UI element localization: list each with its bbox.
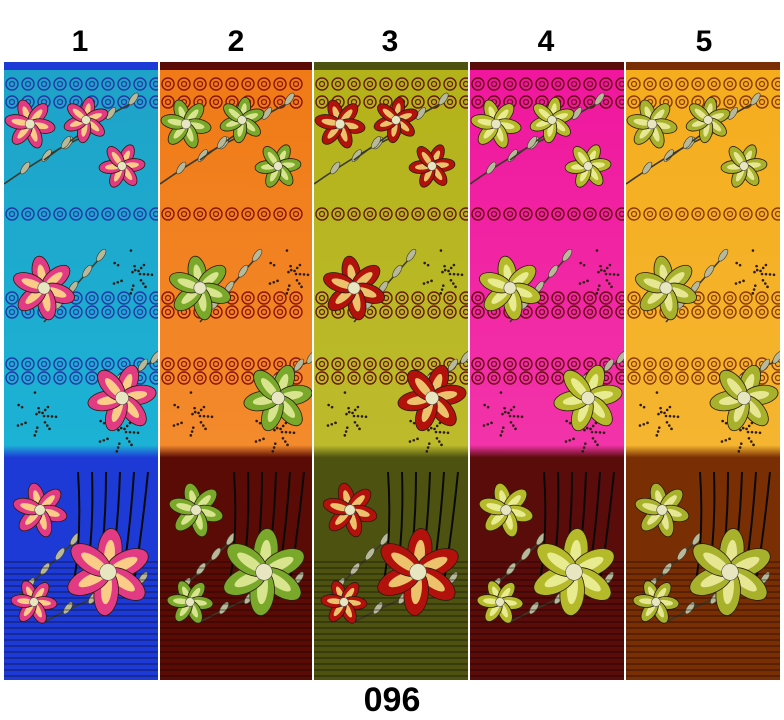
fabric-panel-3 bbox=[314, 62, 468, 680]
fabric-panel-4 bbox=[470, 62, 624, 680]
floral-print-pattern bbox=[470, 62, 624, 680]
fabric-panel-2 bbox=[160, 62, 312, 680]
design-code: 096 bbox=[363, 681, 421, 719]
panel-number-1: 1 bbox=[71, 25, 89, 58]
panel-number-4: 4 bbox=[537, 25, 555, 58]
floral-print-pattern bbox=[314, 62, 468, 680]
fabric-panel-1 bbox=[4, 62, 158, 680]
floral-print-pattern bbox=[626, 62, 780, 680]
fabric-panel-5 bbox=[626, 62, 780, 680]
floral-print-pattern bbox=[4, 62, 158, 680]
panel-number-2: 2 bbox=[227, 25, 245, 58]
panel-number-3: 3 bbox=[381, 25, 399, 58]
panel-number-5: 5 bbox=[695, 25, 713, 58]
floral-print-pattern bbox=[160, 62, 312, 680]
